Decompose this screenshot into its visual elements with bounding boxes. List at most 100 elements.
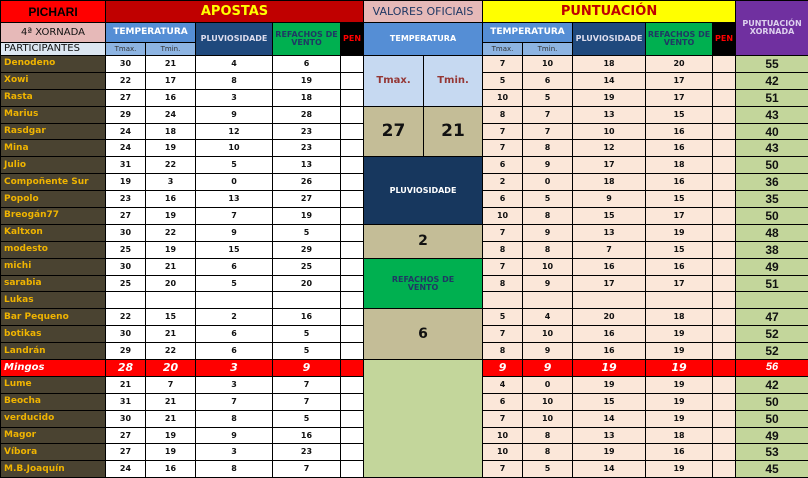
bet-pen — [339, 274, 365, 293]
pichari-title: PICHARI — [0, 0, 106, 23]
points-tmin: 9 — [522, 223, 574, 242]
bet-tmax: 27 — [105, 207, 146, 225]
points-pen — [712, 460, 737, 478]
total-score: 43 — [735, 139, 808, 158]
bet-tmin: 7 — [145, 375, 196, 394]
points-tmax: 7 — [482, 223, 524, 242]
participant-row: Magor 27 19 9 16 10 8 13 18 49 — [0, 426, 808, 445]
points-tmin: 10 — [522, 325, 574, 344]
bet-refachos: 16 — [272, 426, 341, 445]
bet-pen — [339, 122, 365, 141]
bet-tmax: 30 — [105, 223, 146, 242]
bet-pen — [339, 223, 365, 242]
bet-tmax: 30 — [105, 325, 146, 344]
total-score: 38 — [735, 240, 808, 259]
participant-name: Landrán — [0, 342, 106, 361]
participant-name: Breogán77 — [0, 207, 106, 225]
participant-name: Marius — [0, 105, 106, 124]
points-tmax: 5 — [482, 71, 524, 90]
bet-refachos: 5 — [272, 342, 341, 361]
bet-pluviosidade: 8 — [195, 460, 273, 478]
bet-tmax: 31 — [105, 156, 146, 175]
participant-row: Marius 29 24 9 28 27 21 8 7 13 15 43 — [0, 105, 808, 158]
points-tmin: 8 — [522, 443, 574, 462]
participant-row: Rasta 27 16 3 18 10 5 19 17 51 — [0, 88, 808, 107]
points-tmax: 7 — [482, 409, 524, 428]
participant-name: Julio — [0, 156, 106, 175]
bet-tmax: 19 — [105, 173, 146, 192]
points-tmin: 7 — [522, 122, 574, 141]
bet-refachos: 7 — [272, 375, 341, 394]
bet-pen — [339, 190, 365, 209]
points-tmax: 7 — [482, 257, 524, 276]
participant-row: Landrán 29 22 6 5 8 9 16 19 52 — [0, 342, 808, 361]
points-tmax: 8 — [482, 342, 524, 361]
participant-row: Bar Pequeno 22 15 2 16 6 5 4 20 18 47 — [0, 308, 808, 361]
bet-tmax: 25 — [105, 274, 146, 293]
total-score: 43 — [735, 105, 808, 124]
points-tmax-header: Tmax. — [482, 42, 524, 56]
bet-refachos: 25 — [272, 257, 341, 276]
points-pen — [712, 291, 737, 310]
total-score: 50 — [735, 156, 808, 175]
puntuacion-xornada-header: PUNTUACIÓN XORNADA — [735, 0, 808, 56]
bet-tmax: 28 — [105, 359, 146, 377]
bet-pluviosidade: 2 — [195, 308, 273, 327]
bet-pluviosidade: 5 — [195, 274, 273, 293]
pen-header: PEN — [339, 22, 365, 56]
points-tmin: 0 — [522, 173, 574, 192]
bet-tmax: 27 — [105, 443, 146, 462]
points-tmax: 10 — [482, 426, 524, 445]
points-pluviosidade: 9 — [572, 190, 647, 209]
xornada-label: 4ª XORNADA — [0, 22, 106, 43]
bet-tmin: 3 — [145, 173, 196, 192]
bet-refachos: 20 — [272, 274, 341, 293]
total-score: 52 — [735, 342, 808, 361]
points-tmax: 8 — [482, 105, 524, 124]
points-tmin: 10 — [522, 409, 574, 428]
points-tmax: 6 — [482, 190, 524, 209]
bet-tmin — [145, 291, 196, 310]
participant-name: Mina — [0, 139, 106, 158]
participant-name: Popolo — [0, 190, 106, 209]
total-score: 56 — [735, 359, 808, 377]
tmax-header: Tmax. — [105, 42, 146, 56]
bet-pluviosidade: 3 — [195, 443, 273, 462]
bet-pen — [339, 139, 365, 158]
participant-row: Kaltxon 30 22 9 5 2 7 9 13 19 48 — [0, 223, 808, 259]
bet-tmin: 16 — [145, 460, 196, 478]
total-score: 42 — [735, 71, 808, 90]
bet-refachos — [272, 291, 341, 310]
points-refachos: 16 — [645, 443, 714, 462]
points-tmax: 10 — [482, 207, 524, 225]
points-tmax: 6 — [482, 392, 524, 411]
bet-tmax: 31 — [105, 392, 146, 411]
total-score: 48 — [735, 223, 808, 242]
official-temperatura-header: TEMPERATURA — [363, 22, 484, 56]
bet-pluviosidade: 6 — [195, 257, 273, 276]
points-pluviosidade: 16 — [572, 325, 647, 344]
points-tmax: 8 — [482, 240, 524, 259]
bet-pen — [339, 88, 365, 107]
participant-name: Magor — [0, 426, 106, 445]
points-tmin: 5 — [522, 190, 574, 209]
points-tmin: 9 — [522, 274, 574, 293]
official-tmin-value: 21 — [423, 105, 484, 158]
bet-refachos: 27 — [272, 190, 341, 209]
bet-tmin: 19 — [145, 240, 196, 259]
points-tmin: 10 — [522, 392, 574, 411]
points-refachos: 19 — [645, 223, 714, 242]
bet-pluviosidade: 7 — [195, 207, 273, 225]
bet-refachos: 29 — [272, 240, 341, 259]
points-refachos: 15 — [645, 240, 714, 259]
bet-tmax: 27 — [105, 426, 146, 445]
bet-refachos: 18 — [272, 88, 341, 107]
points-tmin: 0 — [522, 375, 574, 394]
bet-refachos: 23 — [272, 122, 341, 141]
official-pluviosidade-value: 2 — [363, 223, 484, 259]
points-refachos: 19 — [645, 375, 714, 394]
bet-tmin: 21 — [145, 257, 196, 276]
total-score: 51 — [735, 274, 808, 293]
points-pluviosidade: 19 — [572, 359, 647, 377]
official-tmax-value: 27 — [363, 105, 425, 158]
